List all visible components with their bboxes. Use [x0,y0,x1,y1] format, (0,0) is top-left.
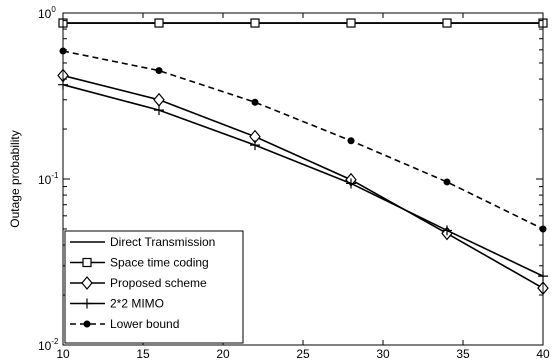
series-lower-bound [59,47,547,233]
y-tick-label: 10-1 [38,171,59,187]
series-layer [57,18,549,296]
data-point-2-2-mimo [250,140,260,151]
y-tick-label: 10-2 [38,337,59,353]
legend-item-proposed-scheme: Proposed scheme [70,276,207,290]
data-point-lower-bound [155,67,163,75]
legend-marker [83,320,91,328]
y-tick-label: 100 [38,5,56,21]
data-point-space-time-coding [442,18,452,28]
data-point-2-2-mimo [442,225,452,236]
data-point-2-2-mimo [346,178,356,189]
data-point-proposed-scheme [153,92,165,107]
legend-label: Lower bound [110,317,179,331]
legend-marker [82,298,92,309]
legend-label: Direct Transmission [110,235,215,249]
data-point-lower-bound [443,178,451,186]
legend-label: 2*2 MIMO [110,297,164,311]
series-line-proposed-scheme [62,74,544,289]
data-point-lower-bound [347,137,355,145]
legend-marker [81,276,93,290]
data-point-space-time-coding [250,18,260,28]
x-tick-label: 15 [136,347,150,360]
data-point-2-2-mimo [154,105,164,116]
y-axis-title: Outage probability [8,130,22,227]
legend-label: Space time coding [110,256,209,270]
x-tick-label: 20 [216,347,230,360]
series-line-lower-bound [62,50,544,230]
data-point-lower-bound [251,98,259,106]
legend-item-2-2-mimo: 2*2 MIMO [70,297,164,311]
x-tick-label: 25 [296,347,310,360]
legend-item-space-time-coding: Space time coding [70,256,209,270]
ticks-layer: 10 15 20 25 30 35 40 100 10-1 10-2 [38,5,550,360]
legend-item-direct-transmission: Direct Transmission [70,235,215,249]
x-tick-label: 30 [376,347,390,360]
legend-marker [82,257,92,268]
series-line-2-2-mimo [62,83,544,277]
data-point-space-time-coding [154,18,164,28]
x-tick-label: 35 [456,347,470,360]
legend: Direct Transmission Space time coding Prop… [64,230,244,344]
x-tick-label: 40 [536,347,550,360]
legend-item-lower-bound: Lower bound [70,317,179,331]
series-space-time-coding [58,18,548,28]
data-point-space-time-coding [346,18,356,28]
x-tick-label: 10 [56,347,70,360]
legend-label: Proposed scheme [110,276,207,290]
